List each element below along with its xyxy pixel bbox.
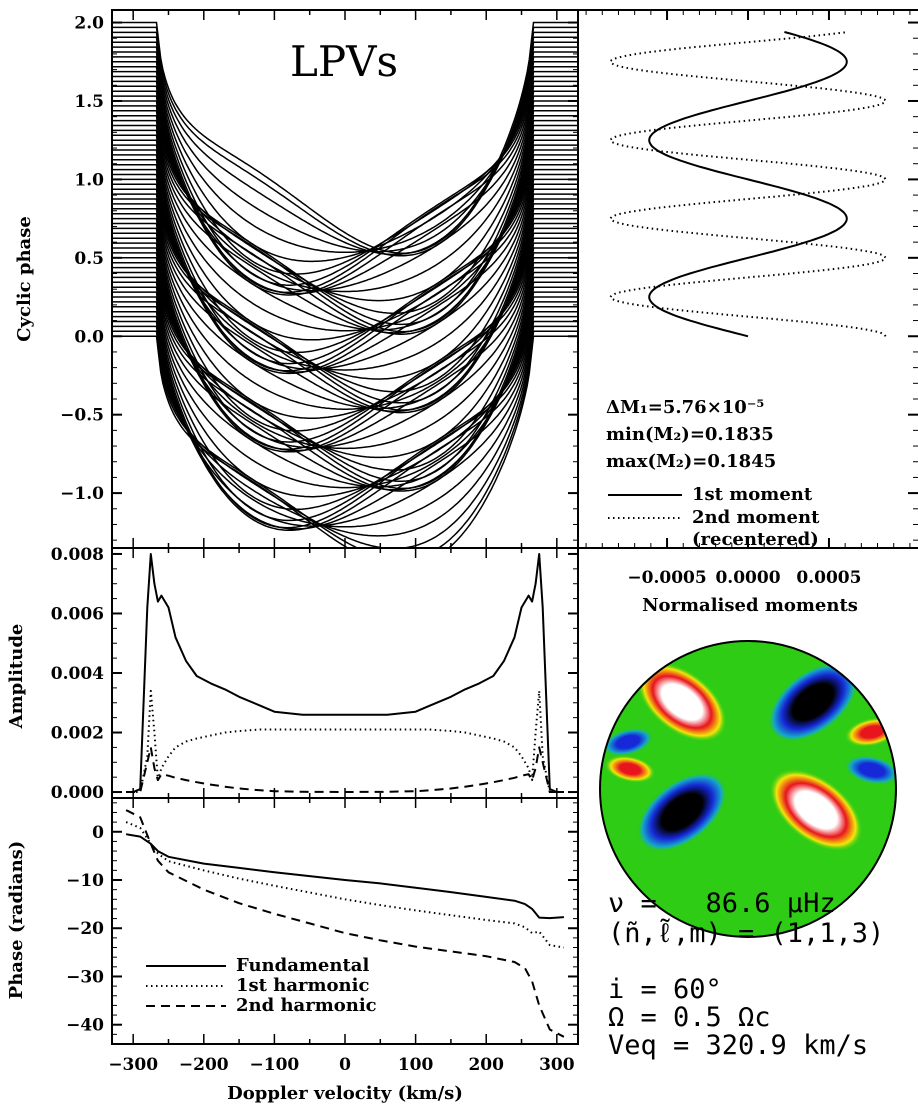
moments-legend: 1st moment 2nd moment (recentered) (608, 484, 820, 550)
amplitude-ylabel: Amplitude (6, 624, 27, 730)
spot-white-lower-right (769, 768, 863, 852)
max-m2-annotation: max(M₂)=0.1845 (606, 451, 776, 472)
star-map-spots (602, 662, 896, 852)
phase-xtick-label: 300 (539, 1055, 575, 1075)
spot-white-upper-left (637, 662, 727, 742)
amplitude-ytick-label: 0.006 (51, 604, 104, 624)
phase-ytick-label: −10 (66, 871, 104, 891)
legend-label-fundamental: Fundamental (236, 955, 369, 976)
lpv-profile-line (112, 21, 578, 254)
lpv-profile-line (112, 105, 578, 335)
star-map-outline (599, 640, 897, 938)
moments-xtick-label: 0.0000 (715, 568, 780, 588)
phase-series-1st-harmonic (125, 821, 565, 949)
lpv-title: LPVs (290, 37, 398, 86)
lpv-ytick-label: 0.0 (74, 327, 104, 347)
star-map (599, 640, 897, 938)
lpv-ytick-label: 1.0 (74, 170, 104, 190)
phase-xlabel: Doppler velocity (km/s) (227, 1083, 463, 1104)
first-moment-line (648, 31, 848, 338)
lpv-profile-line (112, 144, 578, 375)
amplitude-ytick-label: 0.008 (51, 545, 104, 565)
legend-label-second-harmonic: 2nd harmonic (236, 995, 377, 1016)
mode-info: ν = 86.6 μHz (ñ,ℓ̃,m) = (1,1,3) i = 60° … (608, 888, 884, 1061)
moments-xtick-label: 0.0005 (796, 568, 861, 588)
phase-xtick-label: 100 (398, 1055, 434, 1075)
omega-line: Ω = 0.5 Ωc (608, 1002, 771, 1033)
legend-label-first-harmonic: 1st harmonic (236, 975, 369, 996)
phase-xtick-label: −100 (250, 1055, 300, 1075)
second-moment-line (609, 31, 887, 337)
phase-series-fundamental (125, 833, 564, 920)
mode-line: (ñ,ℓ̃,m) = (1,1,3) (608, 917, 884, 949)
amplitude-ytick-label: 0.002 (51, 724, 104, 744)
lpv-ytick-label: 0.5 (74, 249, 104, 269)
lpv-profile-line (112, 261, 578, 492)
veq-line: Veq = 320.9 km/s (608, 1030, 868, 1061)
moments-xtick-label: −0.0005 (627, 568, 706, 588)
spot-blue-right-lower (844, 755, 896, 785)
lpv-ytick-label: −0.5 (60, 406, 104, 426)
spot-black-upper-right (768, 662, 858, 742)
phase-xtick-label: 200 (468, 1055, 504, 1075)
amplitude-series-2nd-harmonic (126, 746, 564, 793)
phase-xtick-label: 0 (339, 1055, 351, 1075)
phase-series-2nd-harmonic (125, 809, 565, 1038)
lpv-ytick-label: −1.0 (60, 484, 104, 504)
legend-label-first-moment: 1st moment (692, 484, 813, 505)
dm1-annotation: ΔM₁=5.76×10⁻⁵ (606, 397, 764, 418)
lpv-ytick-label: 1.5 (74, 92, 104, 112)
spot-red-left-lower (604, 755, 656, 783)
nu-line: ν = 86.6 μHz (608, 888, 836, 919)
moments-panel: −0.0005 0.0000 0.0005 ΔM₁=5.76×10⁻⁵ min(M₂… (585, 10, 918, 616)
phase-ytick-label: 0 (92, 823, 104, 843)
lpv-profile-line (112, 183, 578, 414)
amplitude-ytick-label: 0.004 (51, 664, 104, 684)
phase-xtick-label: −200 (179, 1055, 229, 1075)
spot-black-lower-left (637, 772, 727, 852)
moments-annotations: ΔM₁=5.76×10⁻⁵ min(M₂)=0.1835 max(M₂)=0.1… (606, 397, 776, 472)
phase-ytick-label: −40 (66, 1016, 104, 1036)
lpv-profile-line (112, 222, 578, 453)
amplitude-series-fundamental (126, 553, 564, 793)
amplitude-panel: 0.008 0.006 0.004 0.002 0.000 Amplitude (6, 545, 578, 803)
lpv-profile-line (112, 65, 578, 296)
phase-ytick-label: −20 (66, 919, 104, 939)
phase-ylabel: Phase (radians) (6, 841, 27, 1000)
amplitude-series-1st-harmonic (126, 689, 564, 793)
min-m2-annotation: min(M₂)=0.1835 (606, 424, 774, 445)
phase-xtick-label: −300 (108, 1055, 158, 1075)
spot-blue-left-upper (602, 727, 654, 757)
phase-panel: 0 −10 −20 −30 −40−300 −200 −100 0 100 200 300 Fund… (6, 798, 578, 1104)
lpv-profile-line (112, 26, 578, 257)
legend-label-recentered: (recentered) (692, 529, 819, 550)
lpv-panel: 2.0 1.5 1.0 0.5 0.0 −0.5 −1.0 LPVs Cyclic phas… (14, 10, 578, 548)
phase-legend: Fundamental 1st harmonic 2nd harmonic (146, 955, 377, 1016)
legend-label-second-moment: 2nd moment (692, 507, 820, 528)
moments-xlabel: Normalised moments (642, 595, 858, 616)
lpv-ytick-label: 2.0 (74, 14, 104, 34)
amplitude-panel-frame (111, 547, 579, 799)
inclination-line: i = 60° (608, 974, 722, 1005)
phase-ytick-label: −30 (66, 967, 104, 987)
amplitude-ytick-label: 0.000 (51, 783, 104, 803)
lpv-profile-line (112, 301, 578, 531)
lpv-ylabel: Cyclic phase (14, 216, 35, 342)
